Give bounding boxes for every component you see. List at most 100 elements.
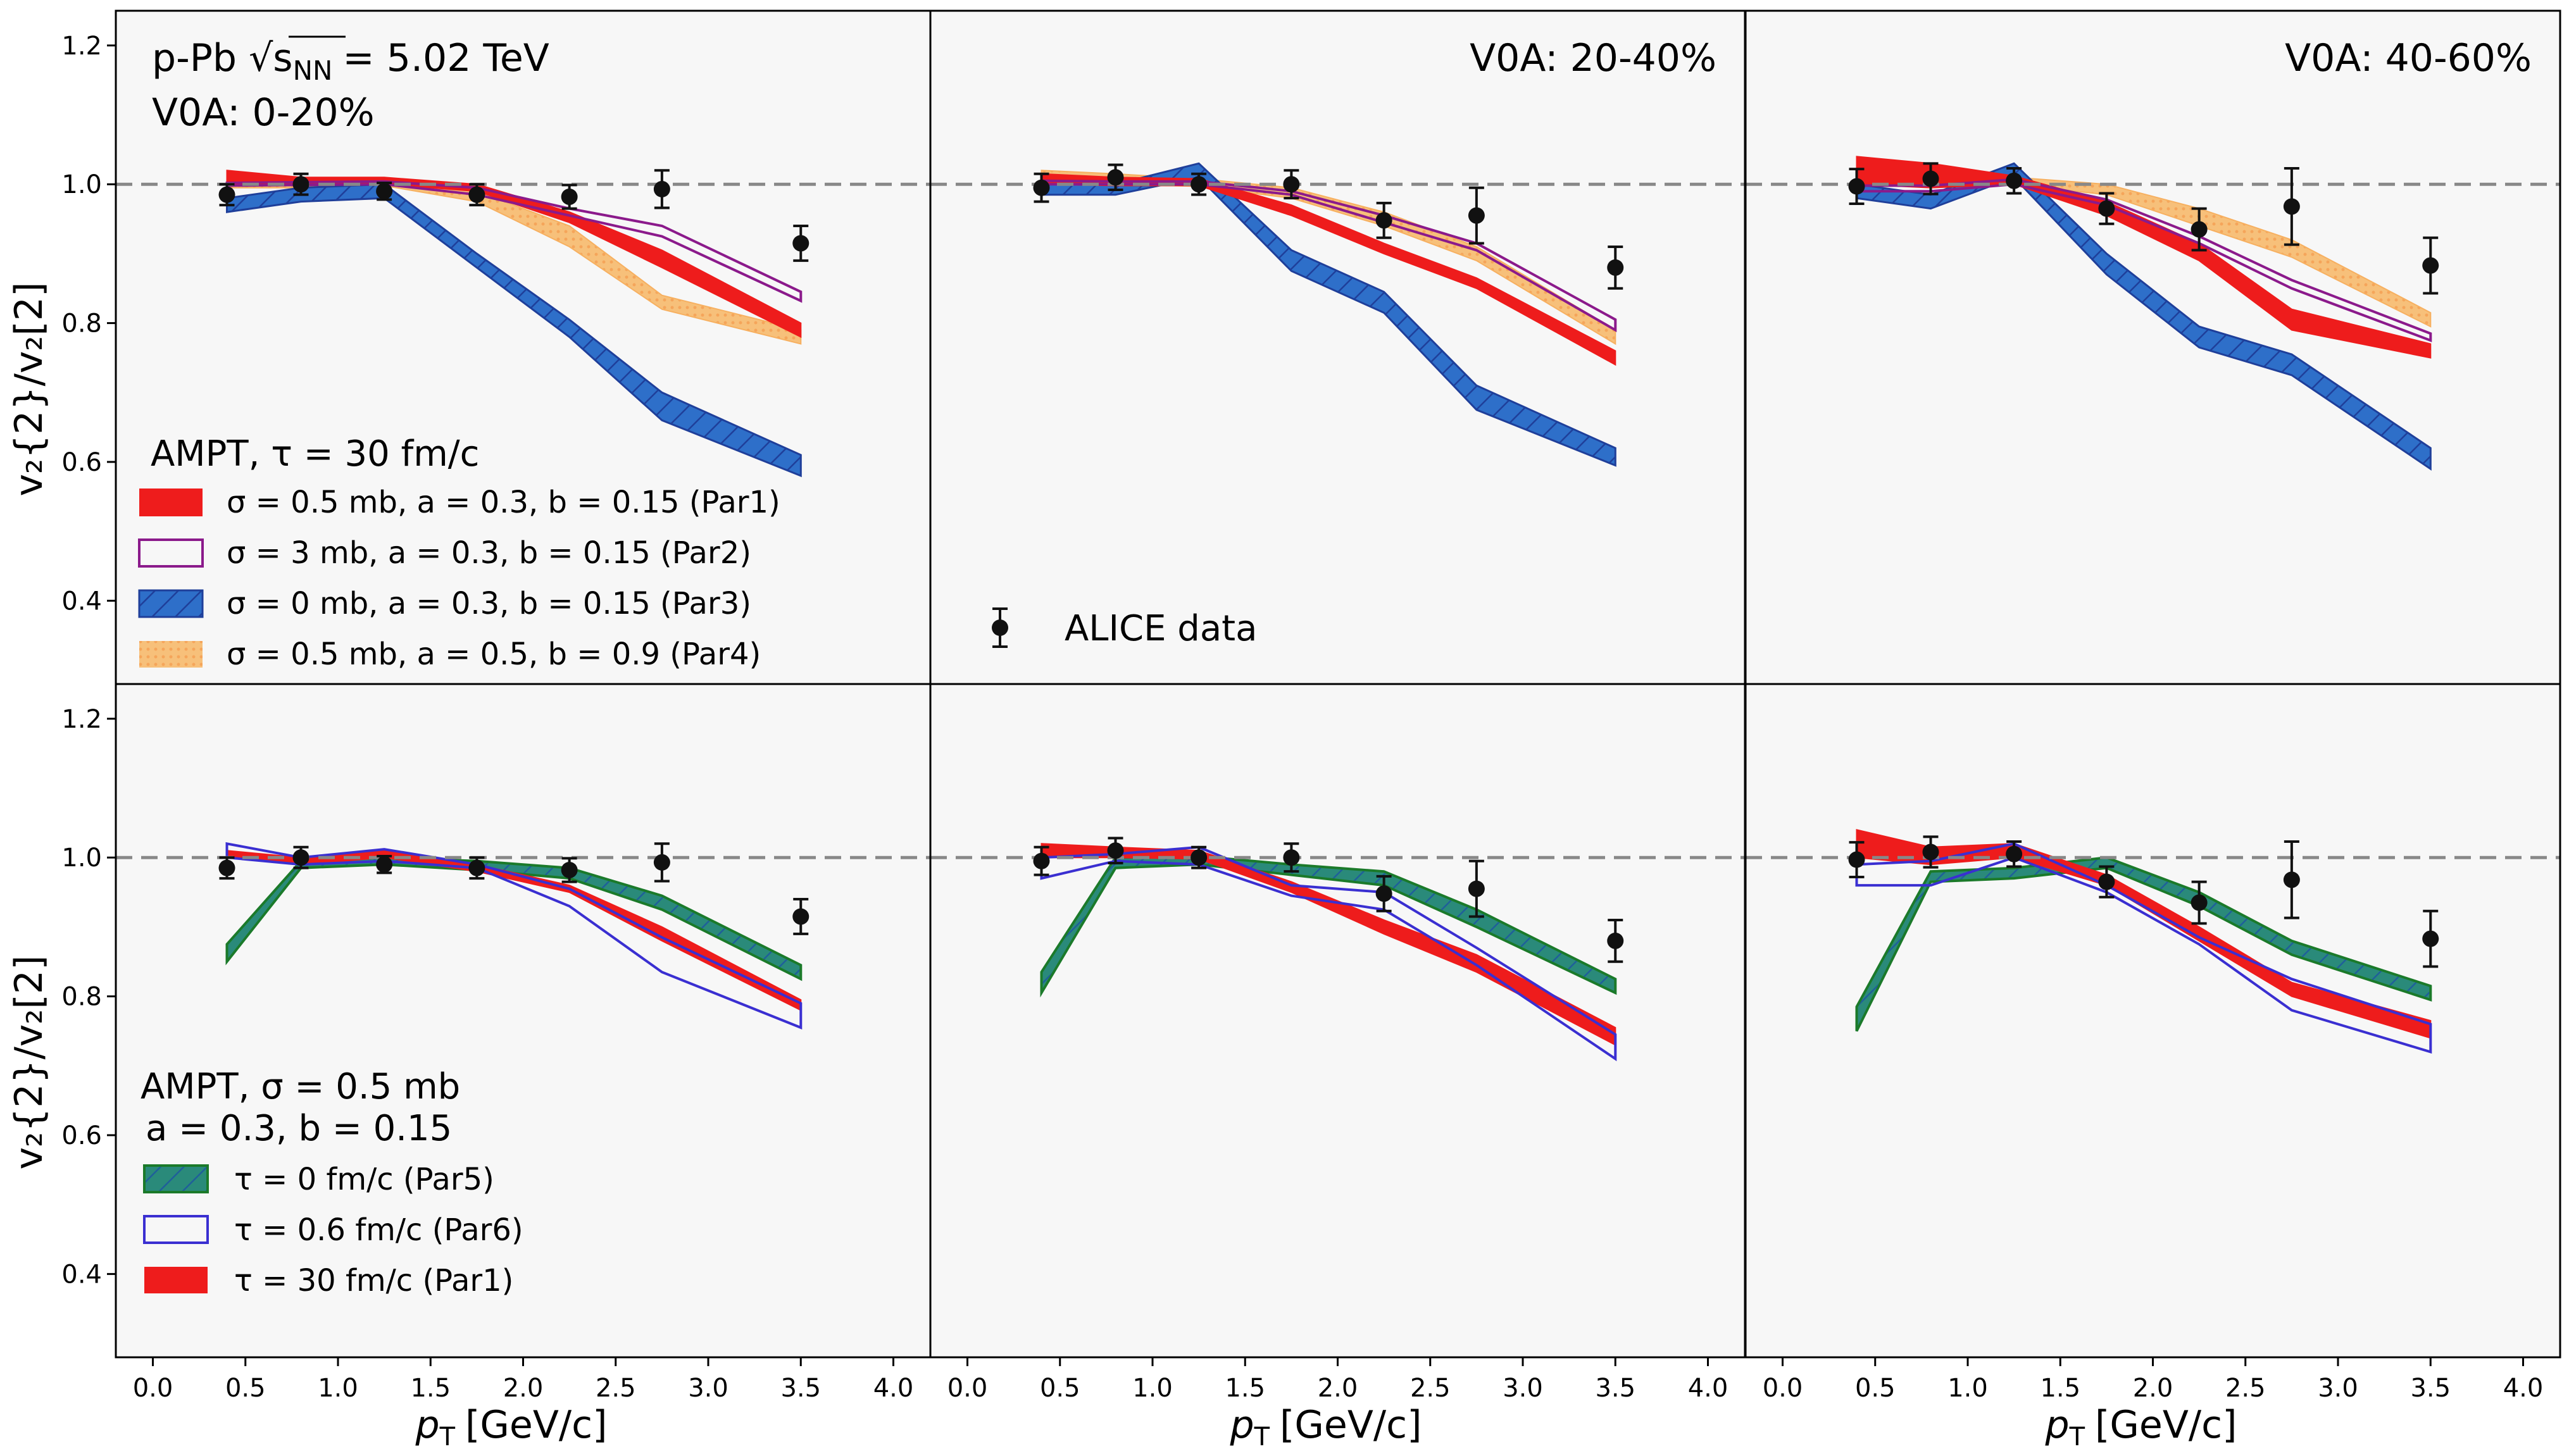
data-point bbox=[1607, 259, 1624, 276]
figure-annotation: p-Pb √sNN = 5.02 TeV bbox=[152, 36, 549, 86]
panel-label-1: V0A: 20-40% bbox=[1470, 36, 1716, 80]
xtick-label: 1.0 bbox=[318, 1374, 358, 1403]
data-point bbox=[2098, 873, 2115, 890]
xtick-label: 0.0 bbox=[1763, 1374, 1803, 1403]
data-point bbox=[1375, 885, 1392, 902]
band-par6 bbox=[1040, 845, 1617, 1062]
legend-top-entry-3: σ = 0.5 mb, a = 0.5, b = 0.9 (Par4) bbox=[227, 637, 761, 672]
panels-layer bbox=[116, 11, 2560, 1357]
data-point bbox=[1107, 842, 1124, 859]
band-par2 bbox=[1855, 178, 2432, 342]
data-point bbox=[1922, 843, 1939, 861]
legend-top-entry-0: σ = 0.5 mb, a = 0.3, b = 0.15 (Par1) bbox=[227, 485, 780, 520]
data-point bbox=[2283, 198, 2300, 215]
legend-swatch-par6 bbox=[143, 1215, 209, 1244]
data-point bbox=[2283, 871, 2300, 888]
data-point bbox=[1922, 170, 1939, 187]
data-point bbox=[292, 176, 309, 193]
ytick-label: 0.8 bbox=[61, 983, 102, 1012]
data-point bbox=[376, 183, 393, 200]
annotation-line1: p-Pb √s bbox=[152, 36, 293, 80]
xtick-label: 2.5 bbox=[1410, 1374, 1451, 1403]
legend-bottom-title: AMPT, σ = 0.5 mb bbox=[141, 1066, 460, 1107]
legend-bottom-entry-2: τ = 30 fm/c (Par1) bbox=[234, 1263, 513, 1298]
data-point bbox=[561, 861, 578, 878]
xtick-label: 0.5 bbox=[1855, 1374, 1896, 1403]
panel-bg-2 bbox=[1746, 11, 2560, 684]
ytick-label: 0.8 bbox=[61, 309, 102, 339]
data-point bbox=[1848, 851, 1865, 868]
legend-swatch-par4 bbox=[139, 641, 203, 668]
data-point bbox=[561, 188, 578, 205]
xtick-label: 3.0 bbox=[688, 1374, 728, 1403]
panel-frame-5 bbox=[1744, 683, 2561, 1359]
data-point bbox=[2006, 172, 2023, 189]
legend-top-entry-1: σ = 3 mb, a = 0.3, b = 0.15 (Par2) bbox=[227, 535, 751, 571]
panel-bands-5 bbox=[1855, 829, 2432, 1054]
ylabel-bottom: v₂{2}/v₂[2] bbox=[7, 955, 51, 1170]
xtick-label: 0.0 bbox=[133, 1374, 173, 1403]
legend-top: AMPT, τ = 30 fm/c σ = 0.5 mb, a = 0.3, b… bbox=[138, 433, 780, 672]
panel-bg-5 bbox=[1746, 684, 2560, 1357]
legend-swatch-par1 bbox=[139, 488, 203, 516]
panel-bg-4 bbox=[930, 684, 1745, 1357]
xtick-label: 2.5 bbox=[596, 1374, 636, 1403]
xtick-label: 2.0 bbox=[1318, 1374, 1358, 1403]
legend-swatch-par2 bbox=[138, 538, 204, 568]
axes-layer: 0.4 0.6 0.8 1.0 1.2 0.4 0.6 0.8 1.0 1.2 0.0 0.5 1.0 1… bbox=[61, 9, 2561, 1403]
data-point bbox=[2191, 221, 2208, 238]
data-point bbox=[292, 849, 309, 866]
data-point bbox=[792, 908, 809, 925]
annotation-sub: NN bbox=[293, 55, 333, 86]
data-point bbox=[468, 186, 485, 203]
data-point bbox=[468, 859, 485, 876]
panel-bg-1 bbox=[930, 11, 1745, 684]
legend-top-entry-2: σ = 0 mb, a = 0.3, b = 0.15 (Par3) bbox=[227, 586, 751, 621]
ytick-label: 0.4 bbox=[61, 1260, 102, 1289]
data-point bbox=[2191, 894, 2208, 911]
annotation-line1b: = 5.02 TeV bbox=[342, 36, 549, 80]
xlabel-2: pT [GeV/c] bbox=[2044, 1403, 2237, 1452]
panel-bands-3 bbox=[225, 842, 803, 1030]
xtick-label: 3.5 bbox=[1595, 1374, 1635, 1403]
legend-bottom-title2: a = 0.3, b = 0.15 bbox=[146, 1108, 452, 1149]
xtick-label: 1.0 bbox=[1947, 1374, 1988, 1403]
data-point bbox=[1468, 207, 1485, 224]
data-point bbox=[2006, 845, 2023, 862]
data-point bbox=[1848, 178, 1865, 195]
data-point bbox=[1033, 179, 1050, 196]
legend-bottom-entry-1: τ = 0.6 fm/c (Par6) bbox=[234, 1212, 523, 1248]
data-point bbox=[2422, 257, 2439, 274]
data-point bbox=[1107, 169, 1124, 186]
panel-ticks-3: 0.4 0.6 0.8 1.0 1.2 0.0 0.5 1.0 1.5 2.0 2.5 3.0 3.5 4… bbox=[61, 705, 913, 1403]
legend-bottom-entry-0: τ = 0 fm/c (Par5) bbox=[234, 1162, 494, 1197]
ytick-label: 1.2 bbox=[61, 705, 102, 734]
panel-0 bbox=[116, 11, 930, 684]
xtick-label: 2.0 bbox=[503, 1374, 544, 1403]
data-point bbox=[2098, 200, 2115, 217]
xtick-label: 4.0 bbox=[873, 1374, 914, 1403]
data-point bbox=[2422, 930, 2439, 947]
xtick-label: 1.0 bbox=[1132, 1374, 1173, 1403]
data-point bbox=[1468, 880, 1485, 897]
legend-swatch-par3 bbox=[138, 589, 204, 618]
data-point bbox=[792, 235, 809, 252]
panel-label-2: V0A: 40-60% bbox=[2285, 36, 2532, 80]
xtick-label: 2.0 bbox=[2133, 1374, 2173, 1403]
data-point bbox=[1191, 176, 1208, 193]
legend-data-label: ALICE data bbox=[1065, 608, 1257, 649]
legend-swatch-par5 bbox=[143, 1164, 209, 1193]
data-point bbox=[653, 854, 670, 871]
data-point bbox=[1283, 176, 1300, 193]
panel-bg-3 bbox=[116, 684, 930, 1357]
data-point bbox=[1283, 849, 1300, 866]
legend-top-title: AMPT, τ = 30 fm/c bbox=[151, 433, 479, 475]
ytick-label: 0.4 bbox=[61, 587, 102, 616]
ytick-label: 1.2 bbox=[61, 32, 102, 61]
panel-bg-0 bbox=[116, 11, 930, 684]
data-point bbox=[653, 180, 670, 197]
ytick-label: 0.6 bbox=[61, 448, 102, 477]
ytick-label: 1.0 bbox=[61, 843, 102, 873]
panel-5 bbox=[1746, 684, 2560, 1357]
